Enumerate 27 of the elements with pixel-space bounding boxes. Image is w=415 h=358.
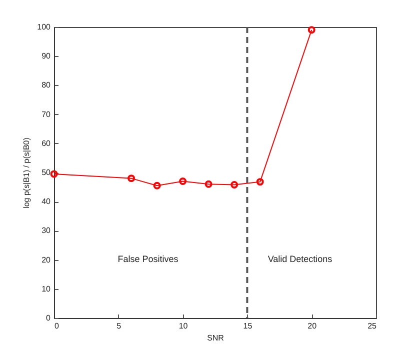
point xyxy=(179,177,187,185)
x-tick-label: 10 xyxy=(178,322,188,330)
annotation: False Positives xyxy=(118,254,179,264)
x-tick-label: 20 xyxy=(308,322,318,330)
y-tick-label: 0 xyxy=(46,314,52,322)
annotation: Valid Detections xyxy=(268,254,333,264)
y-tick-label: 10 xyxy=(42,284,52,294)
point xyxy=(256,178,264,186)
y-tick-label: 60 xyxy=(42,138,52,148)
x-tick-label: 5 xyxy=(116,322,122,330)
y-axis-title: log p(s|B1) / p(s|B0) xyxy=(22,137,32,208)
point xyxy=(153,182,161,190)
point xyxy=(128,174,136,182)
x-tick-label: 0 xyxy=(54,322,60,330)
y-tick-label: 100 xyxy=(37,22,52,32)
y-tick-label: 80 xyxy=(42,80,52,90)
y-tick-label: 50 xyxy=(42,168,52,177)
point xyxy=(204,180,212,188)
y-tick-label: 90 xyxy=(42,52,52,61)
y-tick-label: 40 xyxy=(42,197,52,206)
y-tick-label: 30 xyxy=(42,226,52,236)
y-tick-label: 70 xyxy=(42,110,52,119)
point xyxy=(230,180,238,188)
x-tick-label: 15 xyxy=(243,322,253,330)
y-tick-label: 20 xyxy=(42,255,52,264)
x-axis-title: SNR xyxy=(207,334,224,342)
x-tick-label: 25 xyxy=(368,322,378,330)
